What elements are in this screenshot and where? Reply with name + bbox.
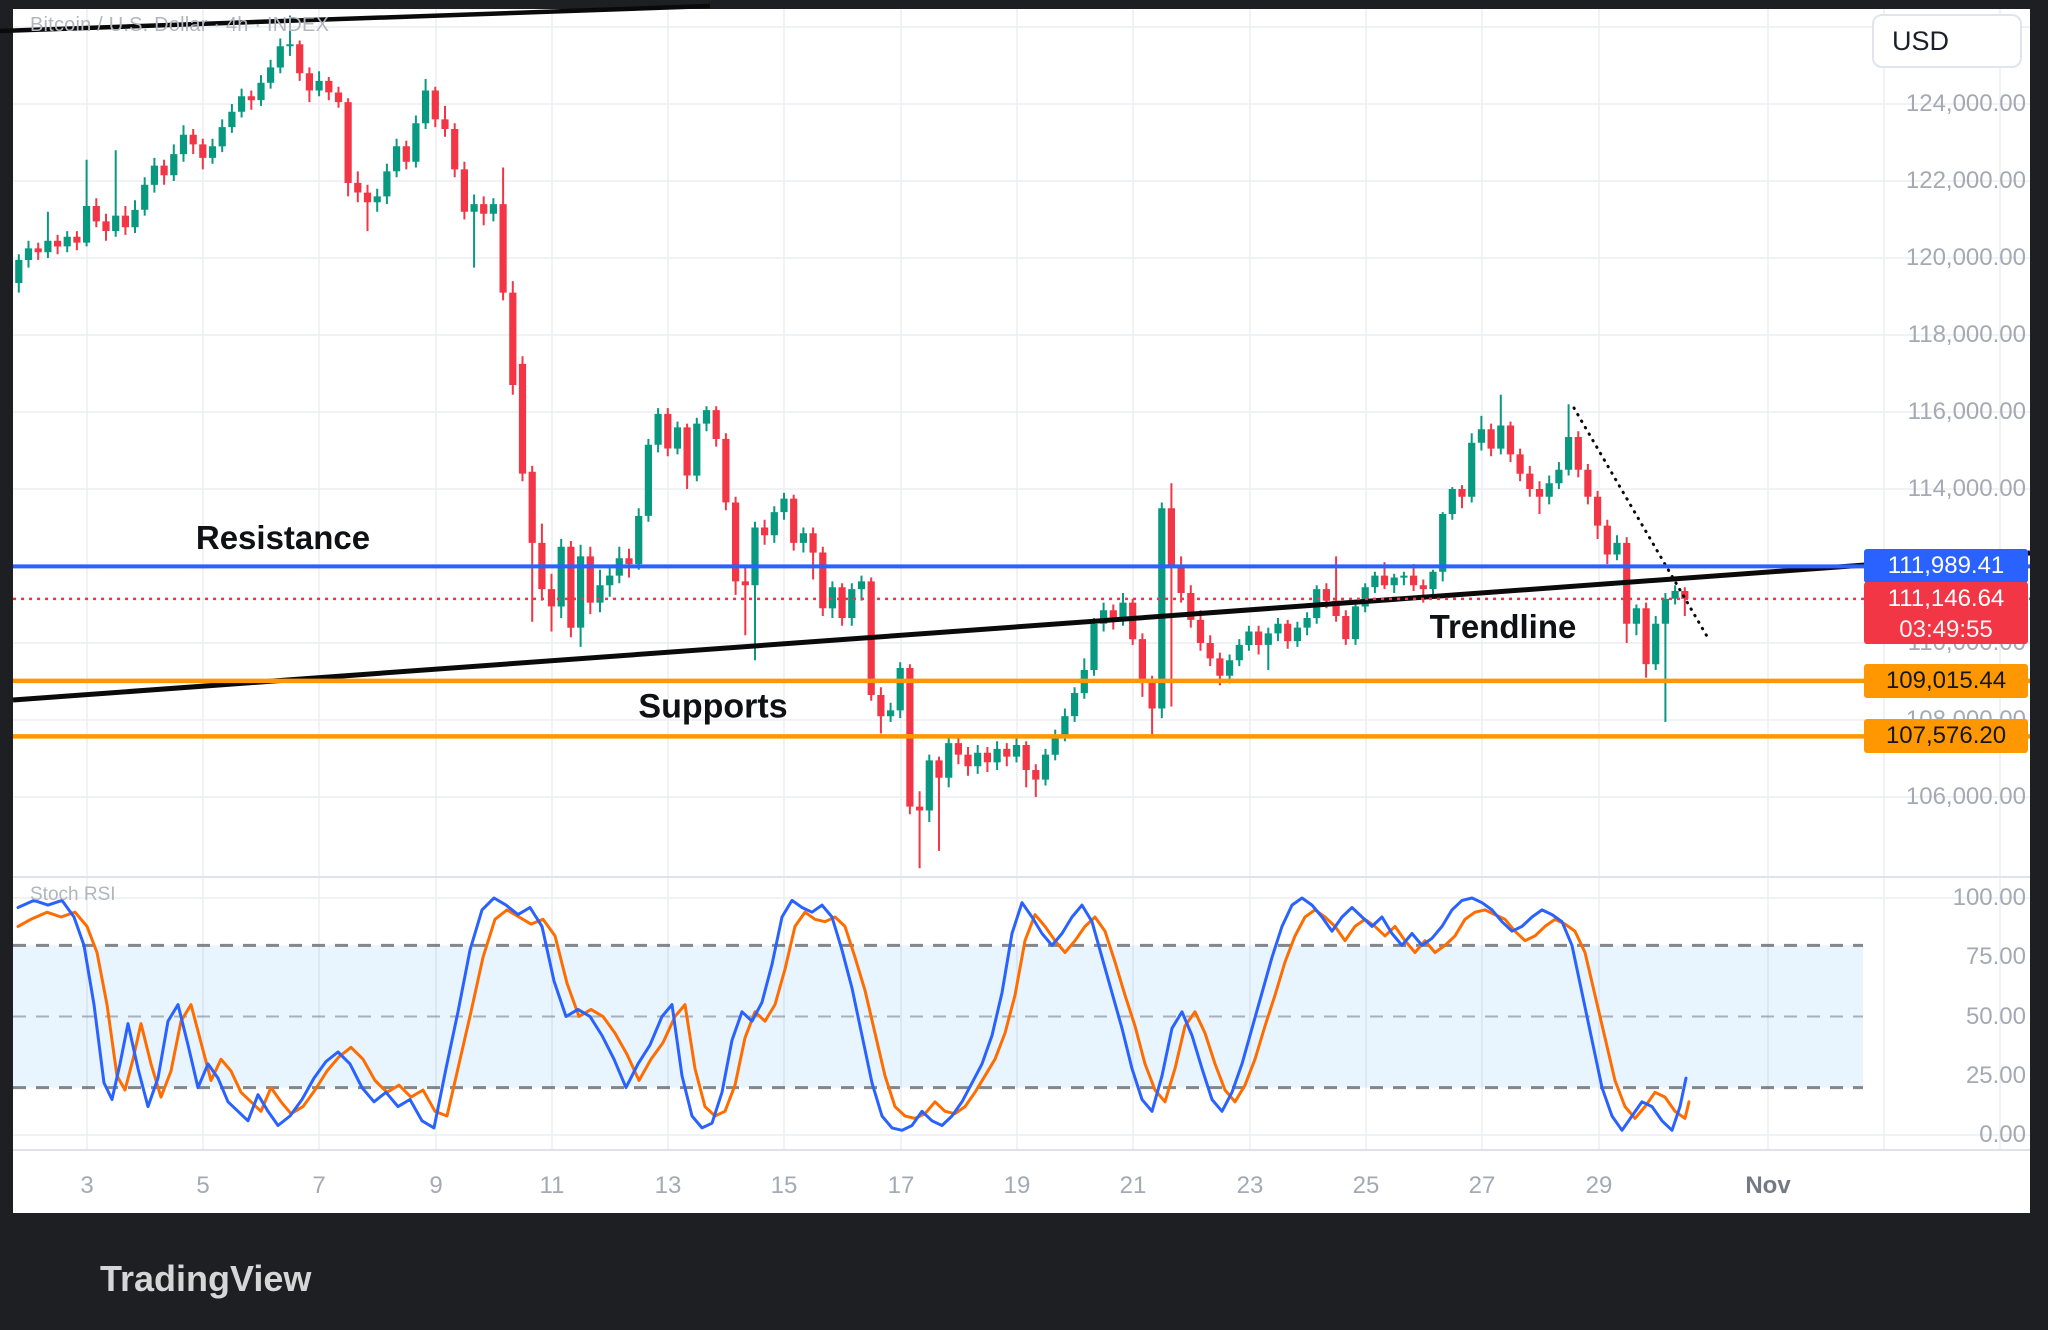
time-axis-label: 5 (196, 1172, 210, 1199)
time-axis-label: 3 (80, 1172, 94, 1199)
time-axis-label: 9 (429, 1172, 443, 1199)
currency-toggle-button[interactable]: USD (1872, 14, 2022, 68)
trendline-main[interactable] (12, 550, 2031, 703)
time-axis-label: 17 (887, 1172, 915, 1199)
badge-price: 107,576.20 (1885, 722, 2007, 750)
currency-toggle-label: USD (1892, 25, 1950, 56)
trendline-top[interactable] (0, 3, 711, 34)
price-axis-label: 124,000.00 (1905, 90, 2026, 117)
badge-price: 109,015.44 (1885, 666, 2007, 694)
support-price-2-badge: 107,576.20 (1864, 719, 2028, 754)
time-axis-label: 19 (1003, 1172, 1031, 1199)
price-axis-label: 118,000.00 (1907, 321, 2026, 348)
time-axis-label: 15 (770, 1172, 798, 1199)
time-axis-label: 21 (1119, 1172, 1147, 1199)
time-axis-label: 13 (654, 1172, 682, 1199)
price-axis-label: 114,000.00 (1907, 475, 2026, 502)
time-axis-label: 29 (1585, 1172, 1613, 1199)
time-axis-label: 27 (1468, 1172, 1496, 1199)
breakdown-dotted[interactable] (1572, 406, 1710, 640)
badge-countdown: 03:49:55 (1899, 615, 1993, 643)
last-price-badge: 111,146.64 03:49:55 (1864, 581, 2028, 644)
resistance-price-badge: 111,989.41 (1864, 549, 2028, 584)
stoch-rsi-d-line (16, 908, 1691, 1120)
tradingview-brand-text[interactable]: TradingView (100, 1258, 312, 1299)
price-axis-label: 120,000.00 (1905, 244, 2026, 271)
rsi-axis-label: 100.00 (1952, 884, 2026, 911)
grid (13, 9, 2030, 1150)
badge-price: 111,146.64 (1887, 584, 2005, 612)
footer-bar (0, 1213, 2048, 1330)
chart-background (13, 9, 2030, 1213)
resistance-annotation: Resistance (195, 519, 371, 556)
candlestick-series (15, 15, 1689, 869)
stoch-rsi-pane-label: Stoch RSI (30, 884, 116, 905)
time-axis-label: 23 (1236, 1172, 1264, 1199)
time-axis[interactable]: 3 5 7 9 11 13 15 17 19 21 23 25 27 29 Nov (0, 1150, 2030, 1213)
time-axis-label: Nov (1745, 1172, 1791, 1199)
rsi-axis-label: 75.00 (1965, 943, 2026, 971)
time-axis-label: 7 (312, 1172, 326, 1199)
rsi-axis-label: 0.00 (1979, 1121, 2026, 1148)
price-axis-label: 116,000.00 (1907, 398, 2026, 425)
supports-annotation: Supports (638, 687, 788, 726)
stoch-rsi-band (13, 945, 1863, 1088)
support-price-1-badge: 109,015.44 (1864, 663, 2028, 698)
time-axis-label: 25 (1352, 1172, 1380, 1199)
price-axis-label: 122,000.00 (1905, 167, 2026, 194)
trendline-annotation: Trendline (1429, 608, 1577, 645)
time-axis-label: 11 (539, 1172, 565, 1199)
symbol-title: Bitcoin / U.S. Dollar · 4h · INDEX (30, 14, 330, 36)
rsi-axis-label: 50.00 (1965, 1002, 2026, 1030)
price-axis-label: 106,000.00 (1905, 783, 2026, 810)
badge-price: 111,989.41 (1887, 552, 2005, 580)
stoch-rsi-k-line (16, 896, 1688, 1132)
rsi-axis-label: 25.00 (1965, 1061, 2026, 1089)
